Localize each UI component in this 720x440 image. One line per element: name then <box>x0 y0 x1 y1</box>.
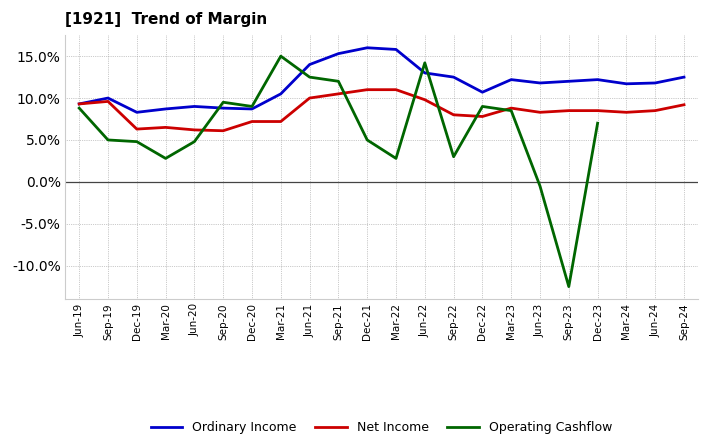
Operating Cashflow <box>536 183 544 189</box>
Net Income <box>622 110 631 115</box>
Ordinary Income <box>75 101 84 106</box>
Net Income <box>75 101 84 106</box>
Operating Cashflow <box>75 106 84 111</box>
Operating Cashflow <box>276 54 285 59</box>
Net Income <box>449 112 458 117</box>
Net Income <box>680 102 688 107</box>
Line: Ordinary Income: Ordinary Income <box>79 48 684 112</box>
Line: Operating Cashflow: Operating Cashflow <box>79 56 598 286</box>
Line: Net Income: Net Income <box>79 90 684 131</box>
Text: [1921]  Trend of Margin: [1921] Trend of Margin <box>65 12 267 27</box>
Operating Cashflow <box>161 156 170 161</box>
Net Income <box>593 108 602 113</box>
Ordinary Income <box>104 95 112 101</box>
Net Income <box>334 91 343 96</box>
Operating Cashflow <box>334 79 343 84</box>
Ordinary Income <box>276 91 285 96</box>
Ordinary Income <box>680 74 688 80</box>
Operating Cashflow <box>564 284 573 289</box>
Net Income <box>305 95 314 101</box>
Net Income <box>478 114 487 119</box>
Legend: Ordinary Income, Net Income, Operating Cashflow: Ordinary Income, Net Income, Operating C… <box>146 416 617 439</box>
Operating Cashflow <box>392 156 400 161</box>
Ordinary Income <box>622 81 631 86</box>
Net Income <box>276 119 285 124</box>
Net Income <box>219 128 228 133</box>
Ordinary Income <box>536 81 544 86</box>
Operating Cashflow <box>104 137 112 143</box>
Operating Cashflow <box>449 154 458 159</box>
Operating Cashflow <box>363 137 372 143</box>
Ordinary Income <box>449 74 458 80</box>
Net Income <box>161 125 170 130</box>
Operating Cashflow <box>420 60 429 66</box>
Operating Cashflow <box>507 108 516 113</box>
Net Income <box>564 108 573 113</box>
Ordinary Income <box>507 77 516 82</box>
Operating Cashflow <box>305 74 314 80</box>
Ordinary Income <box>190 104 199 109</box>
Net Income <box>536 110 544 115</box>
Ordinary Income <box>420 70 429 76</box>
Ordinary Income <box>248 106 256 112</box>
Operating Cashflow <box>593 121 602 126</box>
Ordinary Income <box>132 110 141 115</box>
Ordinary Income <box>564 79 573 84</box>
Net Income <box>363 87 372 92</box>
Operating Cashflow <box>219 99 228 105</box>
Net Income <box>420 97 429 103</box>
Operating Cashflow <box>190 139 199 144</box>
Ordinary Income <box>161 106 170 112</box>
Net Income <box>507 106 516 111</box>
Net Income <box>248 119 256 124</box>
Ordinary Income <box>305 62 314 67</box>
Net Income <box>104 99 112 104</box>
Net Income <box>392 87 400 92</box>
Ordinary Income <box>219 106 228 111</box>
Operating Cashflow <box>478 104 487 109</box>
Operating Cashflow <box>248 104 256 109</box>
Ordinary Income <box>478 90 487 95</box>
Net Income <box>132 126 141 132</box>
Ordinary Income <box>392 47 400 52</box>
Net Income <box>190 127 199 132</box>
Ordinary Income <box>593 77 602 82</box>
Ordinary Income <box>334 51 343 56</box>
Ordinary Income <box>363 45 372 51</box>
Operating Cashflow <box>132 139 141 144</box>
Ordinary Income <box>651 81 660 86</box>
Net Income <box>651 108 660 113</box>
